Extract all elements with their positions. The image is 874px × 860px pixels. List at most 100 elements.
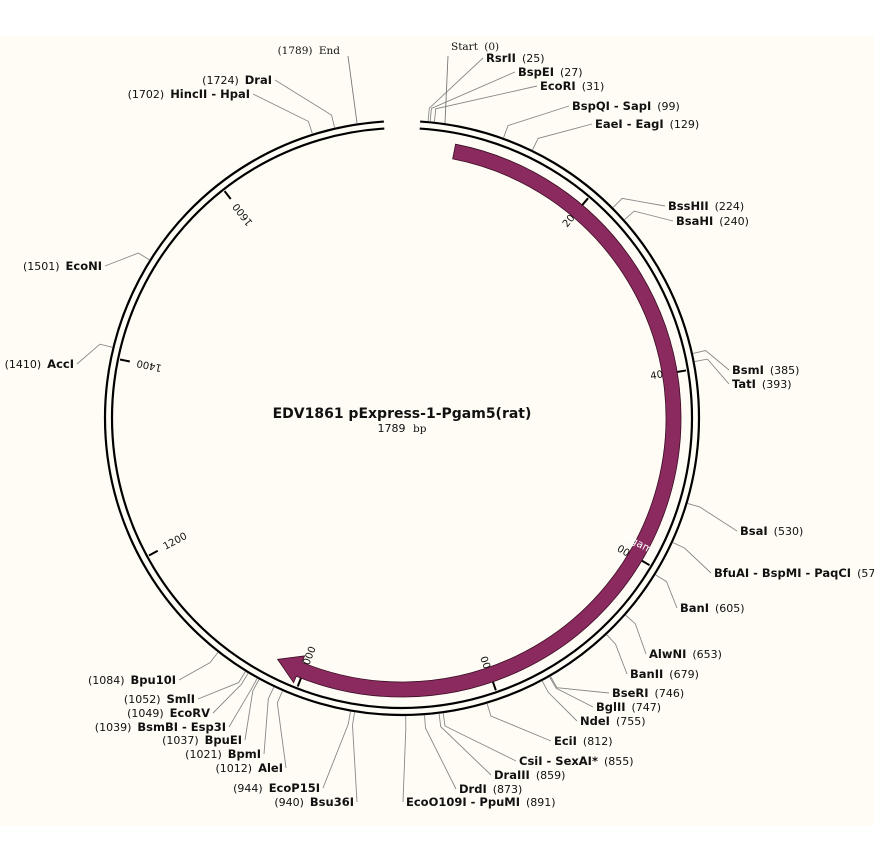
restriction-site[interactable]: CsiI - SexAI* (855) <box>442 713 634 768</box>
site-leader-line <box>503 105 570 138</box>
start-label: Start (0) <box>451 41 499 53</box>
site-label: TatI (393) <box>732 377 792 391</box>
site-leader-line <box>625 614 647 655</box>
restriction-site[interactable]: DraIII (859) <box>438 713 566 782</box>
site-label: BfuAI - BspMI - PaqCI (570) <box>714 566 874 580</box>
restriction-site[interactable]: EciI (812) <box>486 703 613 748</box>
site-leader-line <box>104 252 150 267</box>
restriction-site[interactable]: EcoO109I - PpuMI (891) <box>402 715 556 809</box>
site-label: BsmI (385) <box>732 363 799 377</box>
site-name: SmlI <box>167 692 196 706</box>
restriction-site[interactable]: RsrII (25) <box>427 51 545 122</box>
tick-label: 1400 <box>136 357 163 373</box>
restriction-site[interactable]: (1410) AccI <box>5 343 113 371</box>
site-name: AleI <box>258 761 283 775</box>
restriction-site[interactable]: BsaI (530) <box>687 502 804 538</box>
site-label: (1039) BsmBI - Esp3I <box>95 720 226 734</box>
site-position: (679) <box>669 668 699 681</box>
restriction-site[interactable]: BglII (747) <box>549 676 661 714</box>
site-leader-line <box>402 715 407 803</box>
site-label: BglII (747) <box>596 700 661 714</box>
restriction-site[interactable]: (940) Bsu36I <box>274 712 358 809</box>
site-leader-line <box>655 574 678 609</box>
site-leader-line <box>606 634 628 675</box>
site-name: EcoO109I - PpuMI <box>406 795 520 809</box>
tick-mark <box>223 190 232 200</box>
site-leader-line <box>274 79 336 128</box>
site-leader-line <box>352 712 358 803</box>
restriction-site[interactable]: EcoRI (31) <box>433 79 604 122</box>
site-position: (755) <box>616 715 646 728</box>
site-position: (1012) <box>216 762 253 775</box>
site-leader-line <box>263 686 275 755</box>
site-position: (812) <box>583 735 613 748</box>
site-name: BspQI - SapI <box>572 99 651 113</box>
site-label: (940) Bsu36I <box>274 795 354 809</box>
site-leader-line <box>550 676 610 694</box>
site-position: (859) <box>536 769 566 782</box>
site-name: HincII - HpaI <box>170 87 250 101</box>
site-name: NdeI <box>580 714 610 728</box>
restriction-site[interactable]: (1501) EcoNI <box>23 252 150 273</box>
restriction-site[interactable]: (1084) Bpu10I <box>88 652 219 687</box>
restriction-site[interactable]: (1021) BpmI <box>185 686 275 761</box>
site-label: (1052) SmlI <box>124 692 195 706</box>
restriction-site[interactable]: BsaHI (240) <box>624 210 749 228</box>
plasmid-length: 1789 bp <box>378 422 427 435</box>
restriction-site[interactable]: EaeI - EagI (129) <box>531 117 699 151</box>
restriction-site[interactable]: DrdI (873) <box>424 715 523 796</box>
restriction-site[interactable]: BssHII (224) <box>612 197 744 213</box>
site-label: (1037) BpuEI <box>162 733 242 747</box>
backbone-inner-circle <box>110 127 694 710</box>
plasmid-title: EDV1861 pExpress-1-Pgam5(rat) <box>273 406 532 422</box>
site-label: (1012) AleI <box>216 761 284 775</box>
restriction-site[interactable]: (1037) BpuEI <box>162 679 260 748</box>
restriction-site[interactable]: AlwNI (653) <box>625 614 722 661</box>
site-name: AlwNI <box>649 647 686 661</box>
restriction-site[interactable]: (1012) AleI <box>216 690 287 775</box>
site-label: BspEI (27) <box>518 65 583 79</box>
site-label: (1702) HincII - HpaI <box>128 87 250 101</box>
site-name: EciI <box>554 734 577 748</box>
site-position: (873) <box>493 783 523 796</box>
site-label: CsiI - SexAI* (855) <box>519 754 634 768</box>
end-leader-line <box>347 55 358 124</box>
site-name: BpuEI <box>205 733 242 747</box>
restriction-site[interactable]: BspQI - SapI (99) <box>503 99 680 138</box>
tick-mark <box>296 676 303 687</box>
restriction-site[interactable]: TatI (393) <box>694 358 792 391</box>
restriction-site[interactable]: (1039) BsmBI - Esp3I <box>95 678 258 734</box>
restriction-site[interactable]: (1049) EcoRV <box>127 672 249 720</box>
site-position: (1021) <box>185 748 222 761</box>
site-position: (1410) <box>5 358 42 371</box>
site-name: DraI <box>245 73 272 87</box>
site-leader-line <box>531 123 593 151</box>
restriction-site[interactable]: (1052) SmlI <box>124 671 246 706</box>
site-leader-line <box>197 671 246 700</box>
backbone <box>103 120 701 717</box>
site-position: (855) <box>604 755 634 768</box>
restriction-site[interactable]: (944) EcoP15I <box>233 711 351 796</box>
restriction-site[interactable]: BanII (679) <box>606 634 699 681</box>
restriction-site[interactable]: (1702) HincII - HpaI <box>128 87 313 134</box>
site-label: (1021) BpmI <box>185 747 261 761</box>
site-label: (1724) DraI <box>202 73 272 87</box>
restriction-site[interactable]: (1724) DraI <box>202 73 336 128</box>
restriction-site[interactable]: BseRI (746) <box>550 676 685 700</box>
restriction-site[interactable]: NdeI (755) <box>541 680 646 728</box>
restriction-site[interactable]: BspEI (27) <box>429 65 583 122</box>
site-position: (746) <box>655 687 685 700</box>
site-leader-line <box>549 676 594 708</box>
site-position: (530) <box>774 525 804 538</box>
site-leader-line <box>212 672 249 714</box>
restriction-site[interactable]: BsmI (385) <box>692 350 800 378</box>
site-label: BspQI - SapI (99) <box>572 99 680 113</box>
restriction-site[interactable]: BfuAI - BspMI - PaqCI (570) <box>672 542 874 581</box>
restriction-site[interactable]: BanI (605) <box>655 574 745 615</box>
site-position: (1052) <box>124 693 161 706</box>
feature-arrow[interactable] <box>276 143 682 698</box>
end-marker: (1789) End <box>278 45 358 124</box>
site-label: BssHII (224) <box>668 199 744 213</box>
site-name: BanII <box>630 667 663 681</box>
site-leader-line <box>228 678 258 728</box>
